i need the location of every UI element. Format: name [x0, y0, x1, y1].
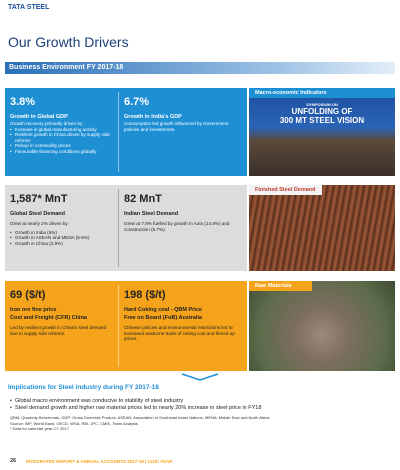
value: 1,587* MnT [10, 193, 68, 205]
value: 82 MnT [124, 193, 162, 205]
logo: TATA STEEL [8, 4, 50, 11]
photo: Macro-economic Indicators SYMPOSIUM ON U… [249, 88, 395, 176]
cell: 198 ($/t) Hard Coking coal - QBM Price F… [119, 283, 245, 346]
heading: Hard Coking coal - QBM Price [124, 307, 202, 313]
bullet: Growth in India (5%) [10, 230, 113, 236]
divider [118, 189, 119, 267]
image-label: Finished Steel Demand [249, 185, 322, 195]
cell: 82 MnT Indian Steel Demand Grew at 7.8% … [119, 187, 245, 236]
row-bg [5, 281, 247, 371]
page-title: Our Growth Drivers [8, 34, 129, 50]
cell: 1,587* MnT Global Steel Demand Grew at n… [5, 187, 118, 250]
bullet: Growth in China (2.9%) [10, 241, 113, 247]
divider [118, 92, 119, 172]
note: Source: IMF, World Bank, OECD, WSA, RBI,… [10, 420, 138, 426]
text: Led by resilient growth in China's steel… [10, 325, 107, 336]
bullet: Growth in ASEAN and MENA (5-6%) [10, 235, 113, 241]
value: 69 ($/t) [10, 289, 46, 301]
photo: Finished Steel Demand [249, 185, 395, 271]
row-bg [5, 185, 247, 271]
bullet: Steel demand growth and higher raw mater… [10, 405, 395, 412]
text: Grew at nearly 2% driven by [10, 221, 68, 226]
value: 198 ($/t) [124, 289, 166, 301]
value: 6.7% [124, 96, 150, 108]
notes: QBM: Quarterly Benchmark, GDP: Gross Dom… [10, 415, 395, 432]
value: 3.8% [10, 96, 36, 108]
implications: Global macro environment was conducive t… [10, 398, 395, 412]
bullet: Increase in global manufacturing activit… [10, 127, 113, 133]
image-text: UNFOLDING OF [291, 107, 353, 116]
heading: Iron ore fine price [10, 307, 57, 313]
image-label: Macro-economic Indicators [249, 88, 395, 98]
bullet: Resilient growth in China driven by supp… [10, 132, 113, 143]
page-number: 26 [10, 458, 17, 464]
image-text: SYMPOSIUM ON [306, 102, 338, 107]
footer-text: INTEGRATED REPORT & ANNUAL ACCOUNTS 2017… [26, 459, 173, 464]
note: QBM: Quarterly Benchmark, GDP: Gross Dom… [10, 415, 270, 420]
subheading: Cost and Freight (CFR) China [10, 315, 87, 321]
photo: Raw Materials [249, 281, 395, 371]
heading: Global Steel Demand [10, 211, 66, 217]
text: Growth recovery primarily driven by : [10, 121, 85, 126]
text: Consumption led growth influenced by Gov… [124, 121, 229, 132]
heading: Indian Steel Demand [124, 211, 179, 217]
band [5, 62, 395, 74]
bullet: Pickup in commodity prices [10, 143, 113, 149]
cell: 69 ($/t) Iron ore fine price Cost and Fr… [5, 283, 118, 340]
subheading: Free on Board (FoB) Australia [124, 315, 203, 321]
text: Chinese policies and environmental restr… [124, 325, 235, 342]
bullet: Favourable financing conditions globally [10, 149, 113, 155]
chevron [181, 373, 219, 381]
note: * Data for calendar year CY 2017 [10, 426, 69, 431]
cell: 3.8% Growth in Global GDP Growth recover… [5, 90, 118, 159]
heading: Growth in Global GDP [10, 114, 68, 120]
divider [118, 285, 119, 367]
cell: 6.7% Growth in India's GDP Consumption l… [119, 90, 245, 136]
implications-title: Implications for Steel industry during F… [8, 384, 159, 391]
heading: Growth in India's GDP [124, 114, 182, 120]
bullet: Global macro environment was conducive t… [10, 398, 395, 405]
image-text: 300 MT STEEL VISION [279, 116, 365, 125]
band-title: Business Environment FY 2017-18 [9, 64, 124, 71]
text: Grew at 7.8% fuelled by growth in Auto (… [124, 221, 230, 232]
image-label: Raw Materials [249, 281, 312, 291]
